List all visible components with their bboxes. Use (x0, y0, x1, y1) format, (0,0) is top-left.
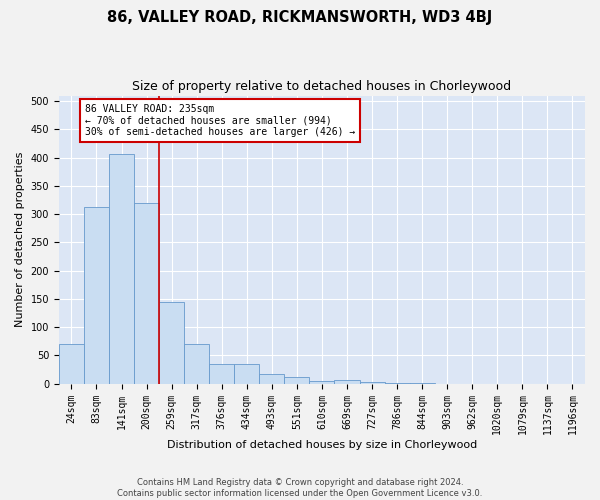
Bar (359, 382, 385, 384)
Text: Contains HM Land Registry data © Crown copyright and database right 2024.
Contai: Contains HM Land Registry data © Crown c… (118, 478, 482, 498)
Bar (310, 381, 334, 384)
Text: 86 VALLEY ROAD: 235sqm
← 70% of detached houses are smaller (994)
30% of semi-de: 86 VALLEY ROAD: 235sqm ← 70% of detached… (85, 104, 355, 138)
Bar (259, 374, 284, 384)
Title: Size of property relative to detached houses in Chorleywood: Size of property relative to detached ho… (133, 80, 512, 93)
Bar (334, 380, 359, 384)
Bar (184, 344, 209, 384)
Bar (234, 364, 259, 384)
Bar (385, 383, 410, 384)
Bar (59, 344, 84, 384)
Bar (109, 154, 134, 384)
Bar (134, 203, 159, 384)
Bar (159, 302, 184, 384)
Text: 86, VALLEY ROAD, RICKMANSWORTH, WD3 4BJ: 86, VALLEY ROAD, RICKMANSWORTH, WD3 4BJ (107, 10, 493, 25)
Bar (84, 208, 109, 384)
Bar (410, 383, 434, 384)
X-axis label: Distribution of detached houses by size in Chorleywood: Distribution of detached houses by size … (167, 440, 477, 450)
Bar (209, 364, 234, 384)
Bar (284, 378, 310, 384)
Y-axis label: Number of detached properties: Number of detached properties (15, 152, 25, 328)
